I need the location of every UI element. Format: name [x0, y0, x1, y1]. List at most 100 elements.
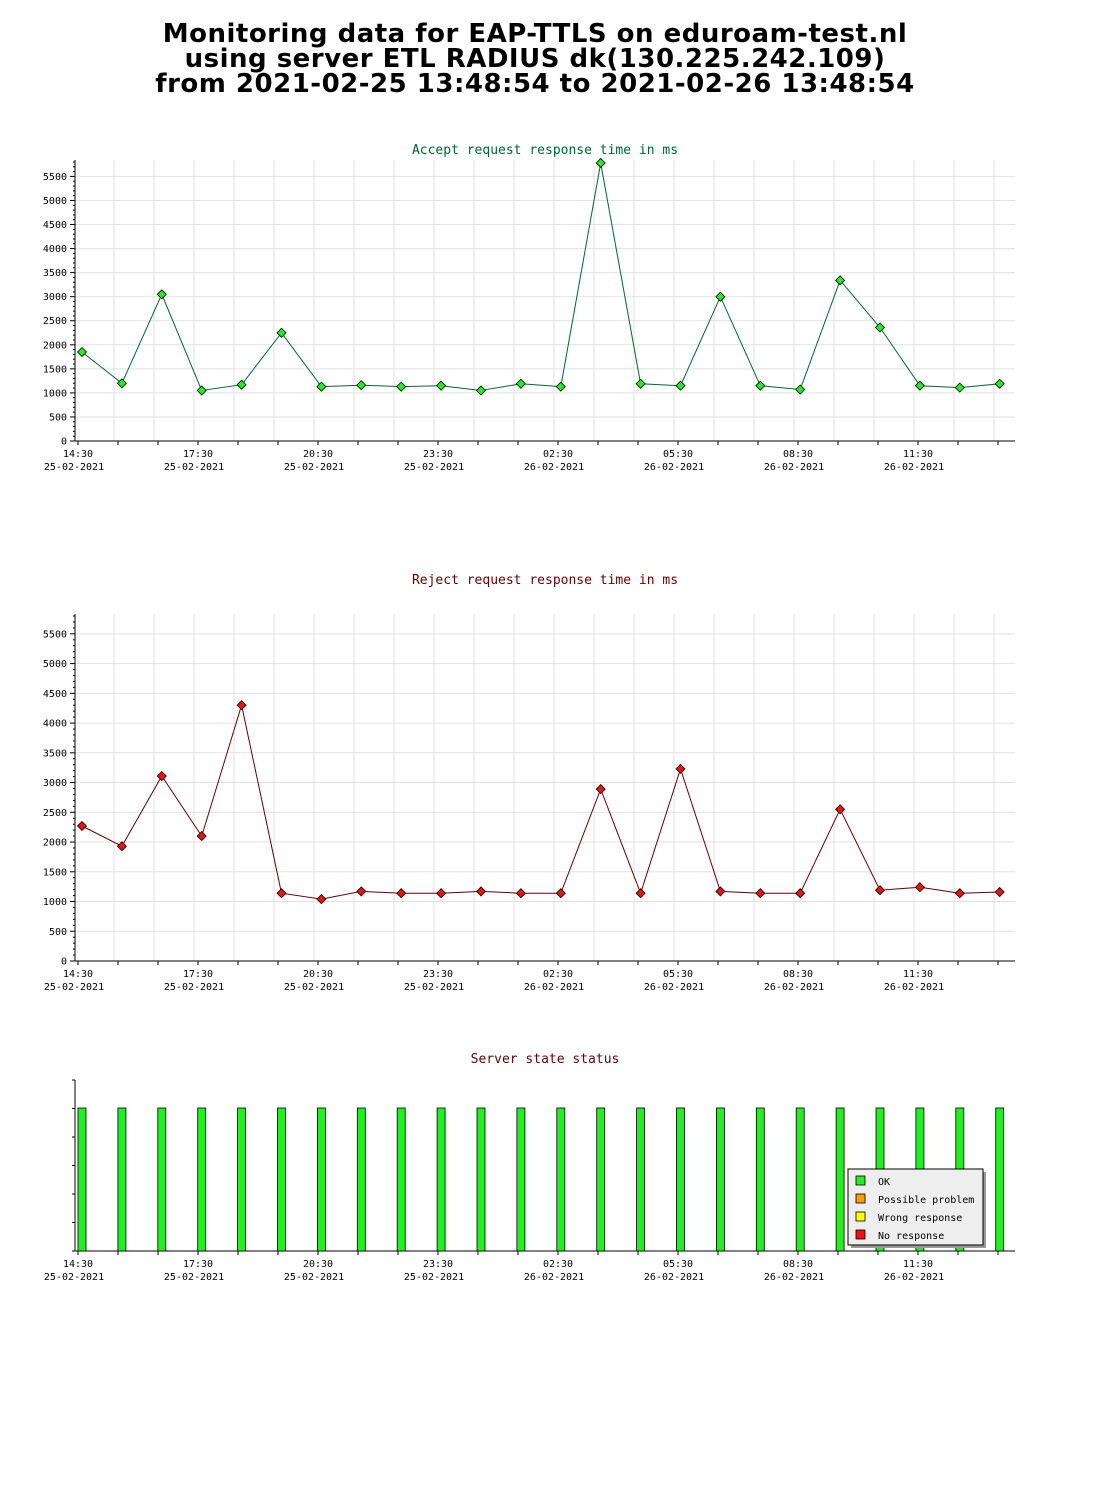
data-point: [795, 384, 806, 395]
data-point: [156, 289, 167, 300]
y-tick-label: 2500: [43, 316, 67, 327]
x-tick-label-date: 25-02-2021: [44, 462, 104, 473]
status-bar: [277, 1107, 286, 1252]
x-tick-label-date: 25-02-2021: [404, 1272, 464, 1283]
data-point: [196, 385, 207, 396]
x-tick-label-date: 26-02-2021: [644, 462, 704, 473]
status-bar: [755, 1107, 765, 1252]
data-point: [276, 327, 287, 338]
status-bar: [676, 1107, 685, 1252]
data-point: [635, 888, 646, 899]
data-point: [835, 804, 846, 815]
x-tick-label-date: 26-02-2021: [524, 982, 584, 993]
data-point: [396, 381, 407, 392]
x-tick-label-time: 11:30: [903, 1259, 933, 1270]
chart-title: Accept request response time in ms: [412, 143, 678, 158]
x-tick-label-date: 25-02-2021: [44, 982, 104, 993]
data-point: [76, 346, 88, 358]
y-tick-label: 3500: [43, 748, 67, 759]
x-tick-label-date: 26-02-2021: [764, 462, 824, 473]
x-tick-label-time: 02:30: [543, 449, 573, 460]
x-tick-label-time: 11:30: [903, 449, 933, 460]
x-tick-label-time: 02:30: [543, 969, 573, 980]
data-point: [675, 763, 686, 774]
line-chart-1: Accept request response time in ms 0 500 10…: [43, 143, 1015, 473]
y-tick-label: 2000: [43, 838, 67, 849]
status-bar: [237, 1107, 247, 1252]
x-tick-label-time: 23:30: [423, 969, 453, 980]
y-tick-label: 1500: [43, 867, 67, 878]
chart-title: Reject request response time in ms: [412, 573, 678, 588]
x-tick-label-time: 17:30: [183, 449, 213, 460]
x-tick-label-time: 20:30: [303, 969, 333, 980]
y-tick-label: 4000: [43, 244, 67, 255]
x-tick-label-time: 02:30: [543, 1259, 573, 1270]
status-bar: [995, 1107, 1005, 1252]
legend-box: [847, 1168, 984, 1246]
data-point: [715, 886, 726, 897]
y-tick-label: 5500: [43, 629, 67, 640]
x-tick-label-date: 25-02-2021: [164, 982, 224, 993]
legend-label: Possible problem: [878, 1195, 974, 1206]
x-tick-label-date: 26-02-2021: [884, 982, 944, 993]
x-tick-label-time: 08:30: [783, 969, 813, 980]
y-tick-label: 4000: [43, 719, 67, 730]
page-title-line-3: from 2021-02-25 13:48:54 to 2021-02-26 1…: [155, 69, 915, 99]
data-point: [475, 886, 487, 897]
data-point: [755, 888, 766, 899]
y-tick-label: 5500: [43, 172, 67, 183]
x-tick-label-time: 14:30: [63, 969, 93, 980]
x-tick-label-date: 26-02-2021: [524, 462, 584, 473]
series-line: [81, 162, 1000, 392]
data-point: [475, 385, 487, 396]
y-tick-label: 1000: [43, 897, 67, 908]
y-tick-label: 0: [61, 957, 67, 968]
data-point: [795, 888, 806, 899]
y-tick-label: 2500: [43, 808, 67, 819]
legend: OK Possible problem Wrong response No respo…: [847, 1168, 986, 1248]
x-tick-label-date: 25-02-2021: [404, 462, 464, 473]
x-tick-label-date: 26-02-2021: [764, 982, 824, 993]
data-point: [914, 380, 925, 391]
status-bar: [77, 1107, 87, 1252]
data-point: [76, 820, 88, 832]
data-point: [116, 841, 127, 852]
data-point: [515, 378, 526, 389]
data-point: [954, 888, 965, 899]
x-tick-label-time: 17:30: [183, 1259, 213, 1270]
legend-label: No response: [878, 1231, 944, 1242]
status-bar: [556, 1107, 566, 1252]
data-point: [835, 275, 846, 286]
data-point: [356, 886, 367, 897]
page-title: Monitoring data for EAP-TTLS on eduroam-…: [0, 21, 1070, 99]
y-tick-label: 4500: [43, 220, 67, 231]
x-tick-label-time: 14:30: [63, 1259, 93, 1270]
x-tick-label-time: 08:30: [783, 1259, 813, 1270]
y-tick-label: 5000: [43, 659, 67, 670]
x-tick-label-date: 26-02-2021: [524, 1272, 584, 1283]
x-tick-label-time: 23:30: [423, 449, 453, 460]
status-bar: [396, 1107, 406, 1252]
x-tick-label-date: 25-02-2021: [164, 462, 224, 473]
status-bar: [316, 1107, 326, 1252]
data-point: [236, 379, 247, 390]
series-line: [81, 705, 1000, 900]
x-tick-label-time: 05:30: [663, 969, 693, 980]
x-tick-label-time: 11:30: [903, 969, 933, 980]
data-point: [994, 886, 1005, 898]
data-point: [316, 381, 327, 392]
data-point: [316, 894, 327, 905]
status-bar: [356, 1107, 366, 1252]
x-tick-label-time: 05:30: [663, 449, 693, 460]
status-bar: [516, 1107, 526, 1252]
x-tick-label-date: 25-02-2021: [284, 1272, 344, 1283]
x-tick-label-date: 26-02-2021: [644, 1272, 704, 1283]
y-tick-label: 4500: [43, 689, 67, 700]
x-tick-label-date: 26-02-2021: [764, 1272, 824, 1283]
x-tick-label-date: 26-02-2021: [884, 462, 944, 473]
x-tick-label-time: 08:30: [783, 449, 813, 460]
y-tick-label: 1000: [43, 388, 67, 399]
status-chart: Server state status 14:30 25-02-2021 17:30 2…: [44, 1052, 1015, 1283]
status-bar: [795, 1107, 805, 1252]
